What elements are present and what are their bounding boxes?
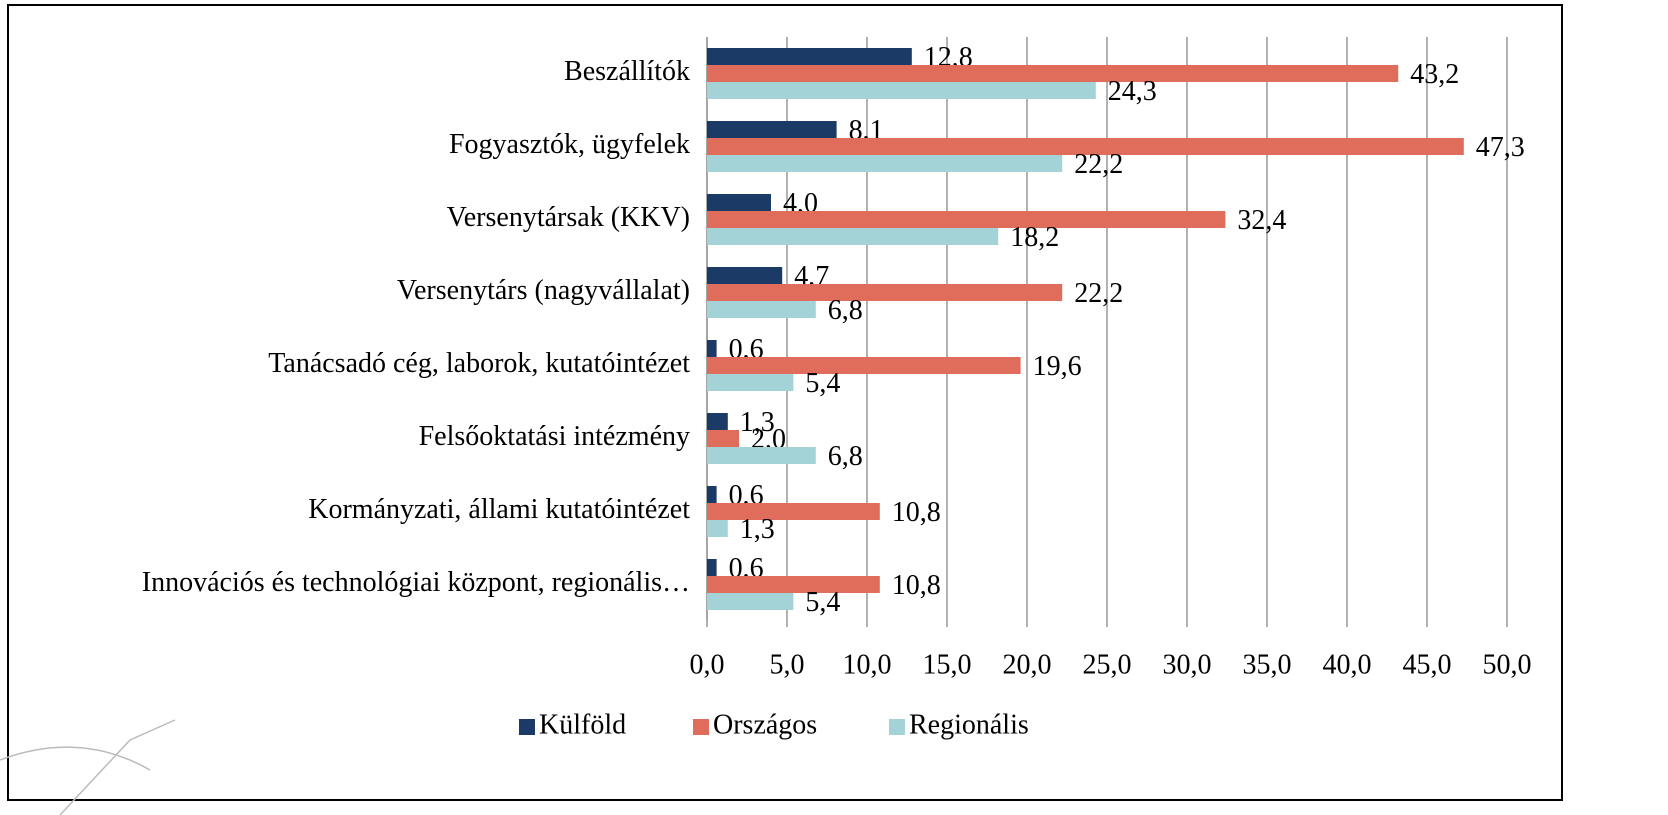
data-label: 22,2: [1074, 278, 1123, 309]
x-tick-label: 20,0: [1003, 649, 1052, 680]
bar: [707, 340, 717, 357]
data-label: 32,4: [1237, 205, 1286, 236]
bar: [707, 211, 1226, 228]
data-label: 5,4: [805, 587, 840, 618]
x-tick-label: 30,0: [1163, 649, 1212, 680]
logo-arc: [0, 746, 151, 771]
bar: [707, 301, 816, 318]
data-label: 24,3: [1108, 76, 1157, 107]
x-tick-label: 40,0: [1323, 649, 1372, 680]
bar: [707, 559, 717, 576]
x-tick-label: 0,0: [690, 649, 725, 680]
legend-swatch: [519, 719, 535, 735]
y-tick-label: Kormányzati, állami kutatóintézet: [308, 494, 690, 525]
data-label: 18,2: [1010, 222, 1059, 253]
y-tick-label: Beszállítók: [564, 56, 690, 87]
data-label: 1,3: [740, 514, 775, 545]
bar: [707, 357, 1021, 374]
legend-swatch: [889, 719, 905, 735]
x-tick-label: 50,0: [1483, 649, 1532, 680]
bar: [707, 576, 880, 593]
data-label: 6,8: [828, 295, 863, 326]
logo-line: [59, 719, 176, 815]
x-tick-label: 35,0: [1243, 649, 1292, 680]
logo: [0, 719, 176, 815]
data-label: 6,8: [828, 441, 863, 472]
x-tick-label: 45,0: [1403, 649, 1452, 680]
bar: [707, 413, 728, 430]
x-tick-label: 25,0: [1083, 649, 1132, 680]
bar: [707, 520, 728, 537]
data-label: 10,8: [892, 570, 941, 601]
x-tick-label: 5,0: [770, 649, 805, 680]
data-label: 10,8: [892, 497, 941, 528]
data-label: 47,3: [1476, 132, 1525, 163]
bar: [707, 48, 912, 65]
bar: [707, 155, 1063, 172]
legend-label: Külföld: [539, 709, 626, 740]
data-label: 22,2: [1074, 149, 1123, 180]
data-label: 19,6: [1033, 351, 1082, 382]
bar: [707, 194, 771, 211]
data-label: 5,4: [805, 368, 840, 399]
x-tick-label: 15,0: [923, 649, 972, 680]
data-label: 43,2: [1410, 59, 1459, 90]
bar: [707, 430, 739, 447]
data-label: 1,3: [740, 407, 775, 438]
y-tick-label: Felsőoktatási intézmény: [419, 421, 690, 452]
x-tick-label: 10,0: [843, 649, 892, 680]
y-tick-label: Tanácsadó cég, laborok, kutatóintézet: [268, 348, 690, 379]
bar: [707, 486, 717, 503]
bar: [707, 374, 794, 391]
y-tick-label: Versenytárs (nagyvállalat): [397, 275, 690, 306]
legend-label: Regionális: [909, 709, 1029, 740]
bar: [707, 284, 1063, 301]
bar: [707, 121, 837, 138]
bar: [707, 267, 783, 284]
legend-label: Országos: [713, 709, 817, 740]
y-tick-label: Versenytársak (KKV): [447, 202, 690, 233]
bar: [707, 65, 1399, 82]
legend-swatch: [693, 719, 709, 735]
bar: [707, 138, 1464, 155]
bar: [707, 447, 816, 464]
bar: [707, 228, 999, 245]
y-tick-label: Fogyasztók, ügyfelek: [449, 129, 690, 160]
y-tick-label: Innovációs és technológiai központ, regi…: [142, 567, 690, 598]
bar: [707, 593, 794, 610]
bar: [707, 82, 1096, 99]
bar: [707, 503, 880, 520]
